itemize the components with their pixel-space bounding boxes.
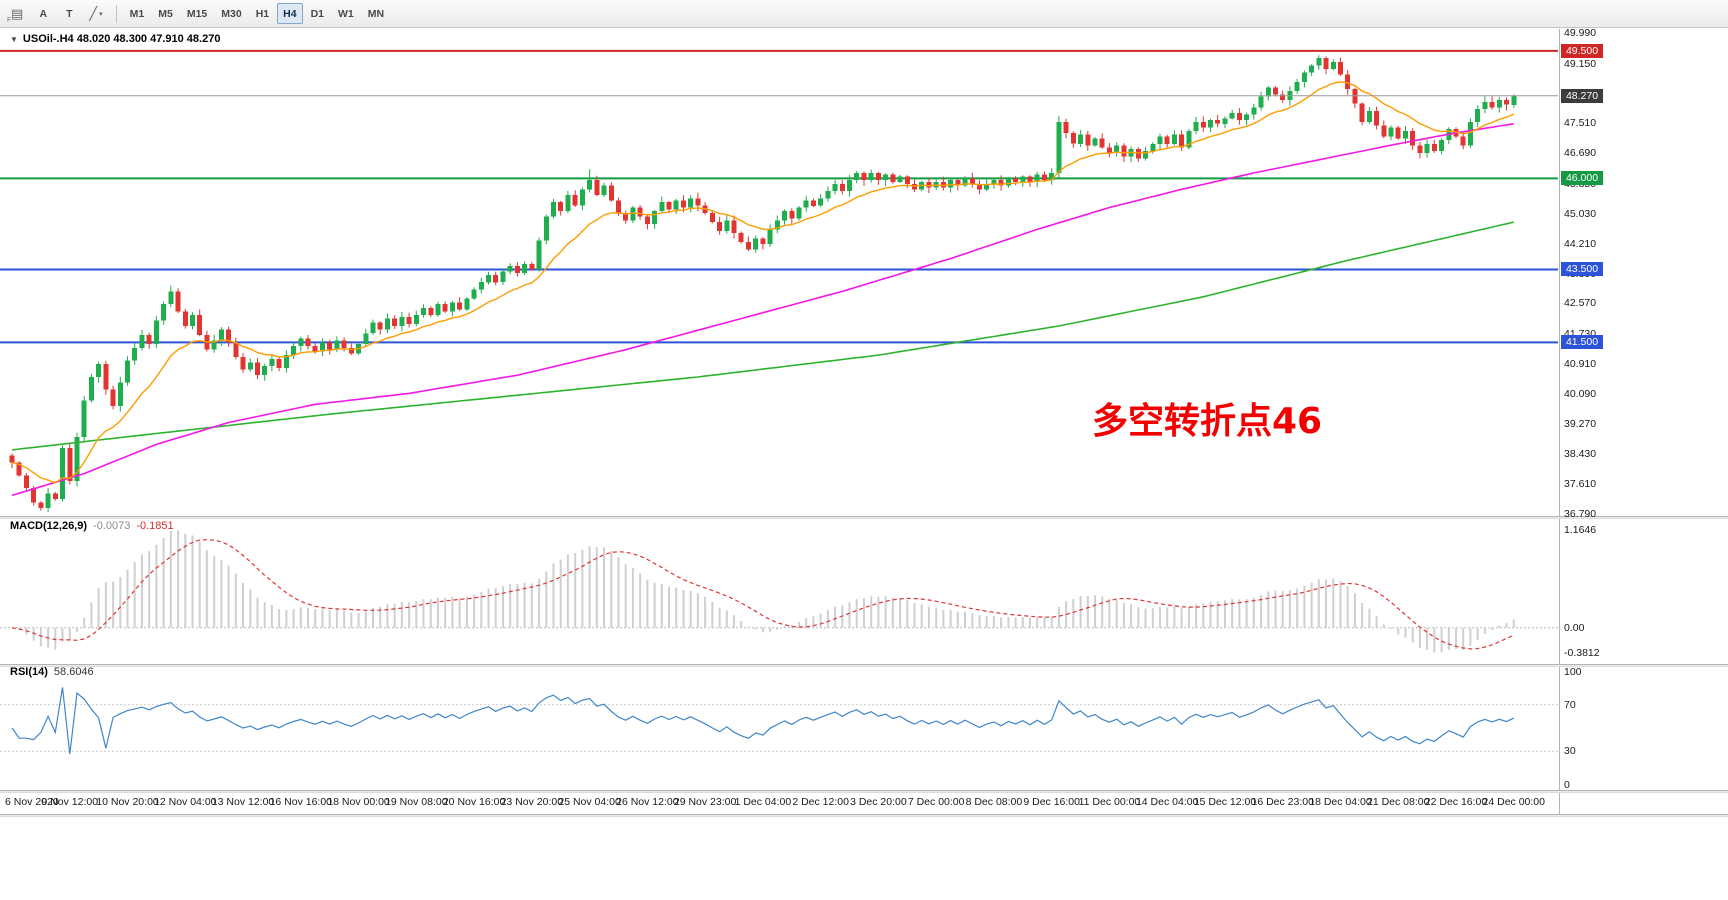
text-tool-label: A — [39, 7, 48, 20]
macd-indicator-label: MACD(12,26,9) -0.0073 -0.1851 — [10, 520, 174, 532]
chart-title: ▼ USOil-.H4 48.020 48.300 47.910 48.270 — [10, 33, 220, 45]
macd-main-value: -0.0073 — [93, 520, 131, 532]
time-axis-label: 9 Dec 16:00 — [1023, 796, 1080, 808]
chart-annotation[interactable]: 多空转折点46 — [1092, 401, 1323, 442]
chevron-down-icon: ▾ — [99, 10, 103, 18]
macd-axis-label: 1.1646 — [1564, 524, 1597, 537]
price-level-badge: 43.500 — [1561, 262, 1603, 277]
time-axis-label: 16 Dec 23:00 — [1251, 796, 1314, 808]
rsi-value: 58.6046 — [53, 666, 94, 678]
text-tool-button[interactable]: A — [31, 3, 55, 24]
time-axis-label: 25 Nov 04:00 — [558, 796, 621, 808]
price-axis-label: 44.210 — [1564, 237, 1597, 250]
toolbar: ▤ A T ╱ ▾ M1 M5 M15 M30 H1 H4 D1 W1 MN — [0, 0, 1728, 28]
trendline-icon: ╱ — [89, 5, 98, 21]
price-scale-border — [1559, 29, 1560, 814]
panel-separator-macd-rsi[interactable] — [0, 664, 1728, 667]
time-axis-label: 18 Dec 04:00 — [1309, 796, 1372, 808]
price-level-badge: 49.500 — [1561, 43, 1603, 58]
time-axis-label: 9 Nov 12:00 — [41, 796, 99, 808]
timeframe-toolbar: M1 M5 M15 M30 H1 H4 D1 W1 MN — [123, 3, 391, 24]
macd-signal-value: -0.1851 — [136, 520, 174, 532]
timeframe-button-m30[interactable]: M30 — [221, 7, 242, 20]
macd-name: MACD(12,26,9) — [10, 520, 88, 532]
time-axis-label: 3 Dec 20:00 — [850, 796, 907, 808]
price-axis-label: 42.570 — [1564, 297, 1597, 310]
time-axis-label: 12 Nov 04:00 — [154, 796, 217, 808]
price-level-badge: 46.000 — [1561, 171, 1603, 186]
time-axis-label: 24 Dec 00:00 — [1482, 796, 1545, 808]
macd-axis-label: -0.3812 — [1564, 646, 1600, 659]
price-axis-label: 37.610 — [1564, 478, 1597, 491]
time-axis-label: 18 Nov 00:00 — [327, 796, 390, 808]
line-studies-button[interactable]: ╱ ▾ — [83, 3, 108, 24]
textbox-tool-label: T — [66, 7, 73, 20]
timeframe-button-h1[interactable]: H1 — [255, 7, 270, 20]
time-axis-label: 11 Dec 00:00 — [1078, 796, 1141, 808]
time-axis-label: 1 Dec 04:00 — [734, 796, 792, 808]
chart-window-bottom-border — [0, 814, 1728, 817]
time-axis-label: 22 Dec 16:00 — [1424, 796, 1488, 808]
rsi-axis-label: 0 — [1564, 779, 1570, 791]
toolbar-separator — [115, 4, 117, 23]
toolbar-f-hint: F — [7, 17, 12, 24]
price-axis-label: 40.090 — [1564, 387, 1597, 400]
price-axis-label: 49.150 — [1564, 57, 1597, 70]
time-axis-label: 19 Nov 08:00 — [385, 796, 448, 808]
rsi-name: RSI(14) — [10, 666, 48, 678]
charts-grid-glyph: ▤ — [11, 5, 24, 21]
time-axis-label: 26 Nov 12:00 — [616, 796, 679, 808]
macd-axis-label: 0.00 — [1564, 621, 1585, 634]
rsi-axis-label: 30 — [1564, 745, 1576, 758]
time-axis-label: 8 Dec 08:00 — [965, 796, 1023, 808]
time-axis-label: 13 Nov 12:00 — [211, 796, 275, 808]
price-axis-label: 45.030 — [1564, 207, 1597, 220]
time-axis-label: 2 Dec 12:00 — [792, 796, 849, 808]
timeframe-button-w1[interactable]: W1 — [338, 7, 354, 20]
time-axis-label: 20 Nov 16:00 — [442, 796, 506, 808]
time-axis-label: 21 Dec 08:00 — [1367, 796, 1430, 808]
rsi-indicator-label: RSI(14) 58.6046 — [10, 666, 94, 678]
price-axis-label: 38.430 — [1564, 448, 1597, 461]
time-axis-label: 29 Nov 23:00 — [673, 796, 737, 808]
one-click-trading-icon[interactable]: ▼ — [10, 34, 18, 44]
timeframe-button-d1[interactable]: D1 — [310, 7, 325, 20]
time-axis-label: 15 Dec 12:00 — [1193, 796, 1257, 808]
rsi-axis-label: 70 — [1564, 698, 1576, 711]
timeframe-button-h4[interactable]: H4 — [277, 3, 303, 24]
timeframe-button-m5[interactable]: M5 — [158, 7, 173, 20]
timeframe-button-mn[interactable]: MN — [367, 7, 385, 20]
time-axis-label: 16 Nov 16:00 — [269, 796, 333, 808]
price-axis-label: 46.690 — [1564, 147, 1597, 160]
time-axis-label: 7 Dec 00:00 — [907, 796, 965, 808]
bid-price-badge: 48.270 — [1561, 88, 1603, 103]
symbol-ohlc-text: USOil-.H4 48.020 48.300 47.910 48.270 — [22, 33, 221, 45]
price-axis-label: 49.990 — [1564, 27, 1597, 39]
time-axis-label: 10 Nov 20:00 — [96, 796, 159, 808]
time-axis-label: 6 Nov 2020 — [5, 796, 59, 808]
price-axis-label: 47.510 — [1564, 117, 1597, 130]
time-axis-label: 14 Dec 04:00 — [1135, 796, 1199, 808]
price-axis-label: 40.910 — [1564, 357, 1597, 370]
panel-separator-main-macd[interactable] — [0, 516, 1728, 519]
timeframe-button-m15[interactable]: M15 — [186, 7, 208, 20]
time-axis-label: 23 Nov 20:00 — [500, 796, 564, 808]
rsi-axis-label: 100 — [1564, 666, 1582, 678]
price-axis-label: 39.270 — [1564, 417, 1597, 430]
price-level-badge: 41.500 — [1561, 335, 1603, 350]
charts-grid-icon[interactable]: ▤ — [5, 3, 29, 24]
panel-separator-rsi-dates — [0, 790, 1728, 793]
textbox-tool-button[interactable]: T — [57, 3, 81, 24]
timeframe-button-m1[interactable]: M1 — [129, 7, 145, 20]
price-axis-label: 36.790 — [1564, 508, 1597, 520]
